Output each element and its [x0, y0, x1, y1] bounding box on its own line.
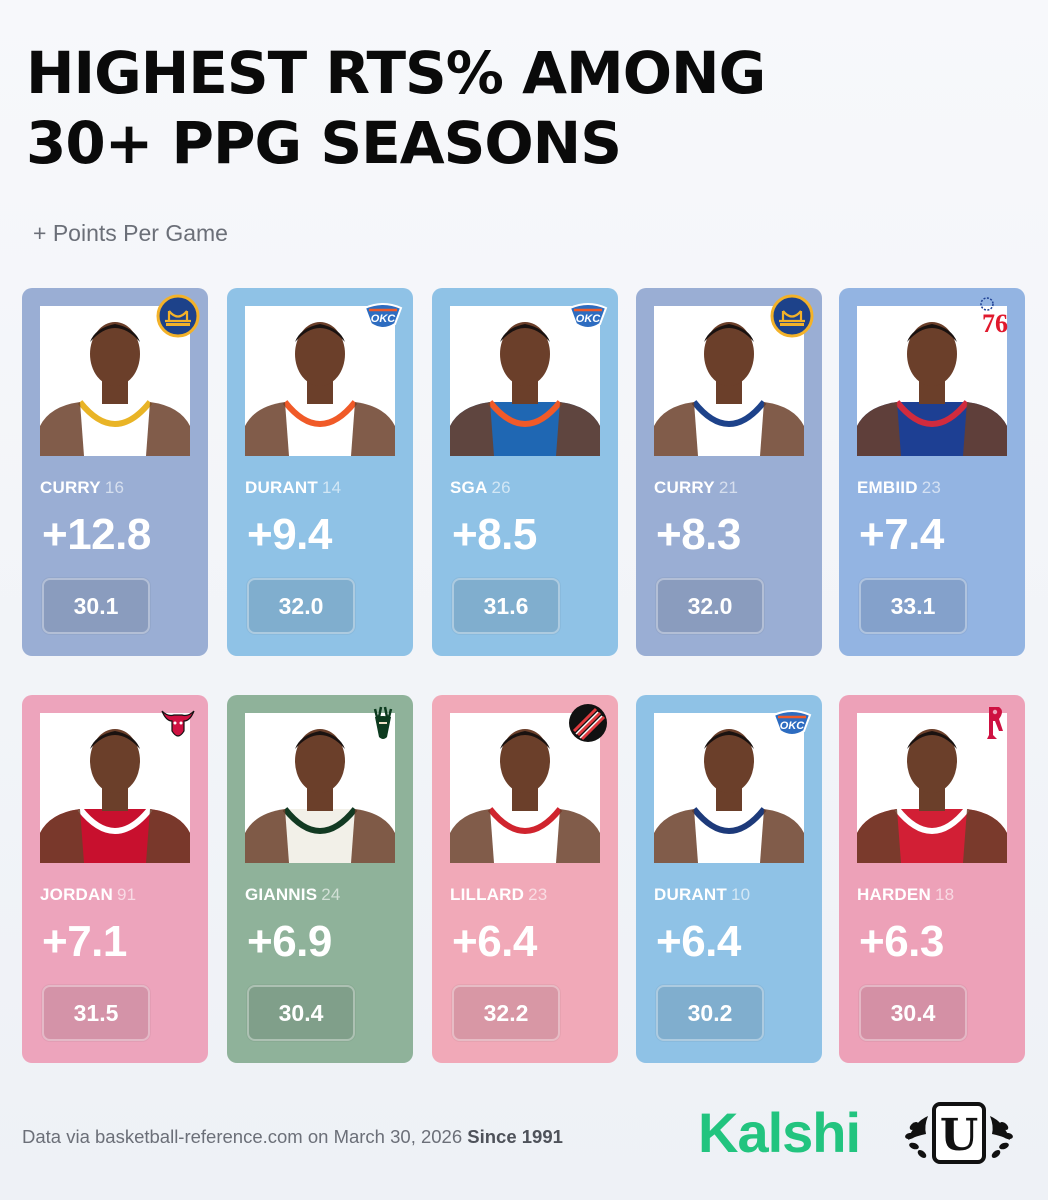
player-name: HARDEN 18	[857, 885, 954, 905]
player-photo	[245, 713, 395, 863]
player-card: GIANNIS 24 +6.9 30.4	[227, 695, 413, 1063]
rts-delta-value: +8.3	[656, 510, 741, 559]
player-photo	[857, 306, 1007, 456]
season-year: 23	[528, 885, 548, 904]
ppg-badge: 33.1	[859, 578, 967, 634]
ppg-badge: 30.1	[42, 578, 150, 634]
player-name-text: GIANNIS	[245, 885, 318, 904]
player-name-text: DURANT	[654, 885, 727, 904]
svg-text:OKC: OKC	[780, 720, 806, 732]
season-year: 26	[491, 478, 511, 497]
player-photo	[450, 713, 600, 863]
rts-delta-value: +6.4	[452, 917, 537, 966]
ppg-badge: 31.6	[452, 578, 560, 634]
player-photo	[245, 306, 395, 456]
rts-delta-value: +7.4	[859, 510, 944, 559]
player-name-text: EMBIID	[857, 478, 918, 497]
rockets-logo-icon	[973, 701, 1017, 745]
ppg-badge: 30.4	[859, 985, 967, 1041]
sixers-logo-icon: 76	[973, 294, 1017, 338]
source-text: Data via basketball-reference.com on Mar…	[22, 1126, 463, 1147]
ppg-badge: 30.4	[247, 985, 355, 1041]
player-name: EMBIID 23	[857, 478, 941, 498]
season-year: 18	[934, 885, 955, 904]
data-source-note: Data via basketball-reference.com on Mar…	[22, 1126, 563, 1148]
player-card: HARDEN 18 +6.3 30.4	[839, 695, 1025, 1063]
ppg-badge: 32.0	[247, 578, 355, 634]
ppg-badge: 31.5	[42, 985, 150, 1041]
player-photo	[40, 713, 190, 863]
player-photo	[450, 306, 600, 456]
season-year: 23	[921, 478, 942, 497]
svg-text:76: 76	[982, 309, 1008, 338]
ppg-badge: 30.2	[656, 985, 764, 1041]
warriors-logo-icon	[156, 294, 200, 338]
rts-delta-value: +6.9	[247, 917, 332, 966]
rts-delta-value: +9.4	[247, 510, 332, 559]
player-card: OKC DURANT 10 +6.4 30.2	[636, 695, 822, 1063]
ppg-badge: 32.0	[656, 578, 764, 634]
season-year: 14	[321, 478, 342, 497]
thunder-logo-icon: OKC	[770, 701, 814, 745]
ppg-badge: 32.2	[452, 985, 560, 1041]
rts-delta-value: +6.3	[859, 917, 944, 966]
rts-delta-value: +8.5	[452, 510, 537, 559]
player-name-text: DURANT	[245, 478, 318, 497]
title-line-2: 30+ PPG SEASONS	[26, 109, 622, 177]
player-name: DURANT 14	[245, 478, 341, 498]
player-card: OKC DURANT 14 +9.4 32.0	[227, 288, 413, 656]
season-year: 91	[117, 885, 137, 904]
subtitle: + Points Per Game	[33, 220, 228, 246]
bulls-logo-icon	[156, 701, 200, 745]
player-name: GIANNIS 24	[245, 885, 341, 905]
player-name: CURRY 21	[654, 478, 738, 498]
rts-delta-value: +6.4	[656, 917, 741, 966]
page-title: HIGHEST RTS% AMONG 30+ PPG SEASONS	[26, 38, 766, 178]
player-name-text: LILLARD	[450, 885, 525, 904]
player-photo	[857, 713, 1007, 863]
svg-text:OKC: OKC	[371, 313, 397, 325]
player-name-text: CURRY	[40, 478, 101, 497]
season-year: 10	[730, 885, 751, 904]
emblem-letter: U	[940, 1110, 978, 1161]
player-card: LILLARD 23 +6.4 32.2	[432, 695, 618, 1063]
player-card: 76 EMBIID 23 +7.4 33.1	[839, 288, 1025, 656]
blazers-logo-icon	[566, 701, 610, 745]
kalshi-logo: Kalshi	[698, 1101, 861, 1164]
player-name-text: SGA	[450, 478, 488, 497]
season-year: 24	[321, 885, 341, 904]
player-name-text: JORDAN	[40, 885, 113, 904]
bucks-logo-icon	[361, 701, 405, 745]
player-name: LILLARD 23	[450, 885, 547, 905]
season-year: 16	[104, 478, 125, 497]
player-name: JORDAN 91	[40, 885, 136, 905]
laurel-emblem-icon: U	[900, 1100, 1018, 1168]
player-name-text: CURRY	[654, 478, 715, 497]
rts-delta-value: +7.1	[42, 917, 127, 966]
svg-text:OKC: OKC	[576, 313, 602, 325]
season-year: 21	[718, 478, 739, 497]
rts-delta-value: +12.8	[42, 510, 151, 559]
since-text: Since 1991	[467, 1126, 563, 1147]
player-card: OKC SGA 26 +8.5 31.6	[432, 288, 618, 656]
player-name: CURRY 16	[40, 478, 124, 498]
player-name: SGA 26	[450, 478, 511, 498]
thunder-logo-icon: OKC	[361, 294, 405, 338]
title-line-1: HIGHEST RTS% AMONG	[26, 39, 766, 107]
player-card: JORDAN 91 +7.1 31.5	[22, 695, 208, 1063]
player-name: DURANT 10	[654, 885, 750, 905]
warriors-logo-icon	[770, 294, 814, 338]
player-photo	[654, 713, 804, 863]
player-card: CURRY 16 +12.8 30.1	[22, 288, 208, 656]
player-name-text: HARDEN	[857, 885, 931, 904]
thunder-logo-icon: OKC	[566, 294, 610, 338]
player-card: CURRY 21 +8.3 32.0	[636, 288, 822, 656]
